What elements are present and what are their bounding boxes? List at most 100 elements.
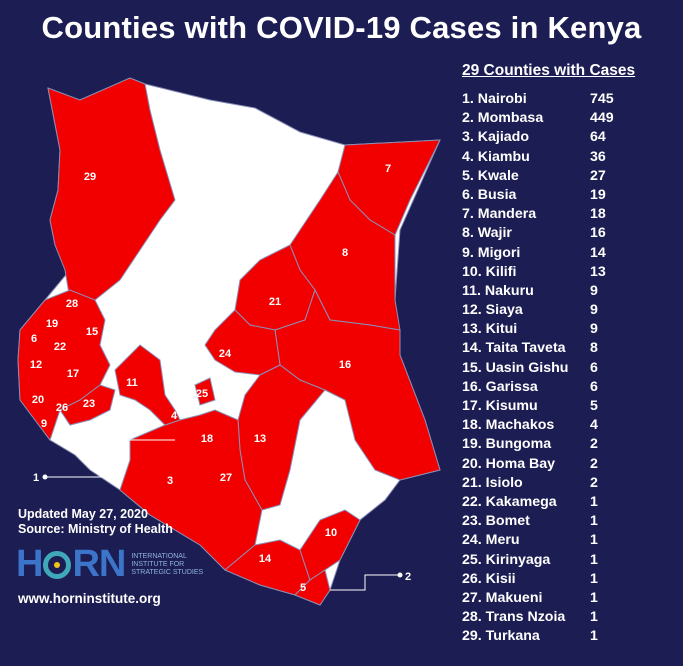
county-cases: 1 — [590, 513, 598, 530]
county-name: 14. Taita Taveta — [462, 340, 566, 357]
county-cases: 64 — [590, 129, 606, 146]
source-credit: Source: Ministry of Health — [18, 522, 173, 536]
map-title: Counties with COVID-19 Cases in Kenya — [41, 10, 642, 45]
county-name: 6. Busia — [462, 186, 517, 203]
county-cases: 1 — [590, 609, 598, 626]
county-name: 28. Trans Nzoia — [462, 609, 566, 626]
callout-label-1: 1 — [33, 472, 39, 484]
county-meru — [204, 309, 281, 376]
county-name: 8. Wajir — [462, 225, 512, 242]
county-cases: 13 — [590, 263, 606, 280]
legend-row: 5. Kwale 27 — [462, 167, 672, 186]
county-bomet-kisii — [59, 384, 116, 426]
legend-row: 11. Nakuru 9 — [462, 282, 672, 301]
county-name: 2. Mombasa — [462, 110, 544, 127]
county-turkana — [47, 77, 176, 301]
legend-row: 28. Trans Nzoia 1 — [462, 608, 672, 627]
website-url: www.horninstitute.org — [18, 591, 161, 606]
callout-line-1 — [45, 439, 175, 478]
county-cases: 18 — [590, 206, 606, 223]
county-name: 12. Siaya — [462, 302, 523, 319]
logo-eye-icon — [43, 550, 72, 579]
county-name: 20. Homa Bay — [462, 455, 556, 472]
county-cases: 2 — [590, 474, 598, 491]
county-cases: 1 — [590, 493, 598, 510]
county-kiambu-nakuru — [114, 344, 181, 426]
county-cases: 6 — [590, 359, 598, 376]
county-cases: 1 — [590, 628, 598, 645]
county-cases: 9 — [590, 282, 598, 299]
county-label: 21 — [269, 296, 281, 308]
county-name: 29. Turkana — [462, 628, 540, 645]
county-label: 9 — [41, 418, 47, 430]
county-cases: 1 — [590, 532, 598, 549]
county-label: 14 — [259, 553, 272, 565]
county-label: 6 — [31, 333, 37, 345]
county-label: 18 — [201, 433, 213, 445]
county-name: 13. Kitui — [462, 321, 518, 338]
county-label: 5 — [300, 582, 306, 594]
county-name: 7. Mandera — [462, 206, 537, 223]
county-cases: 19 — [590, 186, 606, 203]
county-name: 21. Isiolo — [462, 474, 523, 491]
county-name: 9. Migori — [462, 244, 521, 261]
county-label: 7 — [385, 163, 391, 175]
legend-row: 25. Kirinyaga 1 — [462, 551, 672, 570]
updated-date: Updated May 27, 2020 — [18, 507, 148, 521]
legend-row: 14. Taita Taveta 8 — [462, 339, 672, 358]
callout-label-2: 2 — [405, 571, 411, 583]
legend-row: 21. Isiolo 2 — [462, 474, 672, 493]
logo-text-h: H — [16, 543, 43, 585]
county-label: 20 — [32, 394, 44, 406]
county-name: 3. Kajiado — [462, 129, 530, 146]
legend-row: 12. Siaya 9 — [462, 301, 672, 320]
county-kwale — [294, 569, 331, 606]
county-cases: 4 — [590, 417, 598, 434]
county-label: 29 — [84, 171, 96, 183]
legend-row: 17. Kisumu 5 — [462, 397, 672, 416]
legend-row: 29. Turkana 1 — [462, 627, 672, 646]
county-label: 28 — [66, 298, 78, 310]
legend-row: 18. Machakos 4 — [462, 416, 672, 435]
legend-row: 23. Bomet 1 — [462, 512, 672, 531]
legend-row: 10. Kilifi 13 — [462, 263, 672, 282]
county-name: 4. Kiambu — [462, 148, 530, 165]
county-cases: 2 — [590, 436, 598, 453]
county-label: 26 — [56, 402, 68, 414]
county-cases: 9 — [590, 321, 598, 338]
callout-dot-1 — [42, 474, 48, 480]
county-cases: 27 — [590, 167, 606, 184]
county-cases: 9 — [590, 302, 598, 319]
county-label: 24 — [219, 348, 232, 360]
county-cases: 2 — [590, 455, 598, 472]
county-name: 10. Kilifi — [462, 263, 517, 280]
county-label: 10 — [325, 527, 337, 539]
county-cases: 14 — [590, 244, 606, 261]
callout-line-2 — [330, 574, 400, 591]
logo-wordmark: H RN — [16, 543, 126, 586]
county-label: 13 — [254, 433, 266, 445]
legend-list: 1. Nairobi 745 2. Mombasa 449 3. Kajiado 64 4.… — [462, 90, 672, 646]
county-kajiado-machakos-makueni — [119, 409, 263, 571]
logo-text-rn: RN — [72, 543, 126, 585]
county-label: 3 — [167, 475, 173, 487]
legend-row: 13. Kitui 9 — [462, 320, 672, 339]
county-label: 12 — [30, 359, 42, 371]
callout-dot-2 — [397, 572, 403, 578]
county-label: 8 — [342, 247, 348, 259]
county-name: 15. Uasin Gishu — [462, 359, 569, 376]
legend-row: 24. Meru 1 — [462, 531, 672, 550]
legend-row: 9. Migori 14 — [462, 244, 672, 263]
county-name: 23. Bomet — [462, 513, 530, 530]
legend-row: 3. Kajiado 64 — [462, 128, 672, 147]
county-cases: 745 — [590, 91, 614, 107]
county-name: 24. Meru — [462, 532, 520, 549]
legend-row: 19. Bungoma 2 — [462, 435, 672, 454]
county-label: 23 — [83, 398, 95, 410]
county-name: 17. Kisumu — [462, 398, 538, 414]
county-name: 5. Kwale — [462, 167, 519, 184]
county-label: 25 — [196, 388, 208, 400]
county-cases: 1 — [590, 570, 598, 587]
county-cases: 36 — [590, 148, 606, 165]
